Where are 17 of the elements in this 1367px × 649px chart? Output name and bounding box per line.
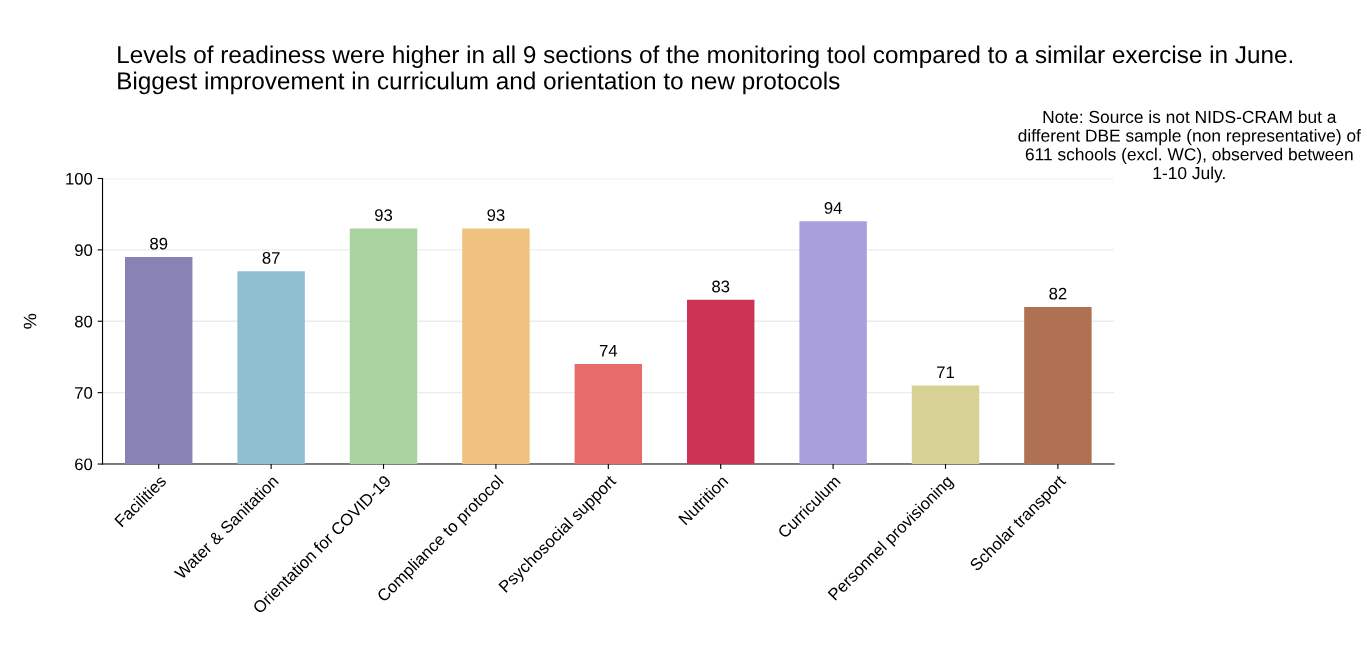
data-label: 89 [150,237,168,250]
data-label: 82 [1049,287,1067,300]
y-tick-label: 70 [75,387,93,399]
y-axis-title: % [23,313,37,329]
y-tick-label: 100 [66,172,93,185]
y-tick-label: 80 [74,315,93,328]
data-label: 93 [375,209,393,221]
chart-title: Levels of readiness were higher in all 9 sections of the monitoring tool compared to a similar exercise in June. Biggest improvement in curriculum and orientation to new protocols [118,45,1293,95]
data-label: 83 [712,280,730,293]
data-label: 71 [937,366,954,378]
y-tick-label: 60 [75,458,93,471]
annotation: Note: Source is not NIDS-CRAM but a different DBE sample (non representative) of 611 schools (excl. WC), observed between 1-10 July. [1018,110,1361,183]
data-label: 93 [487,209,505,221]
y-tick-label: 90 [75,244,93,257]
data-label: 87 [262,252,280,264]
data-label: 94 [824,202,842,214]
data-label: 74 [599,345,618,357]
